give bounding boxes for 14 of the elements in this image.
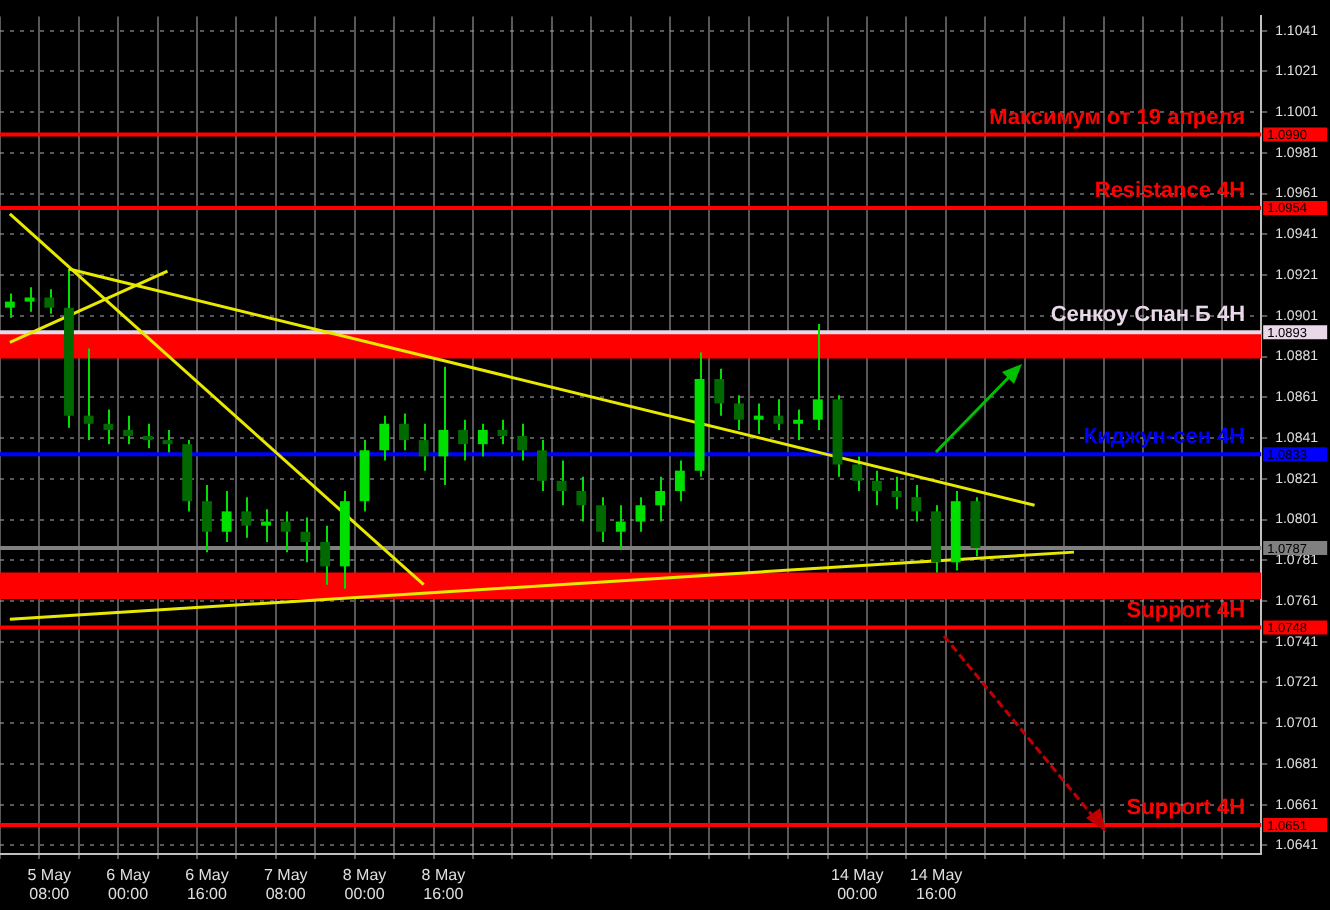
x-tick-label: 14 May 00:00 xyxy=(830,865,884,903)
ref-line-label: Resistance 4H xyxy=(1094,178,1246,203)
x-tick-label: 7 May 08:00 xyxy=(263,865,308,903)
x-tick-label: 8 May 00:00 xyxy=(342,865,387,903)
ref-line-label: Support 4H xyxy=(1126,796,1246,821)
x-tick-label: 14 May 16:00 xyxy=(909,865,963,903)
x-tick-label: 5 May 08:00 xyxy=(27,865,72,903)
x-tick-label: 8 May 16:00 xyxy=(421,865,466,903)
ref-line-label: Support 4H xyxy=(1126,598,1246,623)
x-tick-label: 6 May 00:00 xyxy=(106,865,150,903)
ref-line-label: Сенкоу Спан Б 4H xyxy=(1050,303,1246,328)
x-tick-label: 6 May 16:00 xyxy=(185,865,229,903)
ref-line-label: Киджун-сен 4H xyxy=(1083,425,1246,450)
ref-line-label: Максимум от 19 апреля xyxy=(989,105,1246,130)
